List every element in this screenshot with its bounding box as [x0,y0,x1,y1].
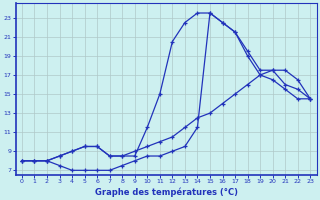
X-axis label: Graphe des températures (°C): Graphe des températures (°C) [95,187,237,197]
